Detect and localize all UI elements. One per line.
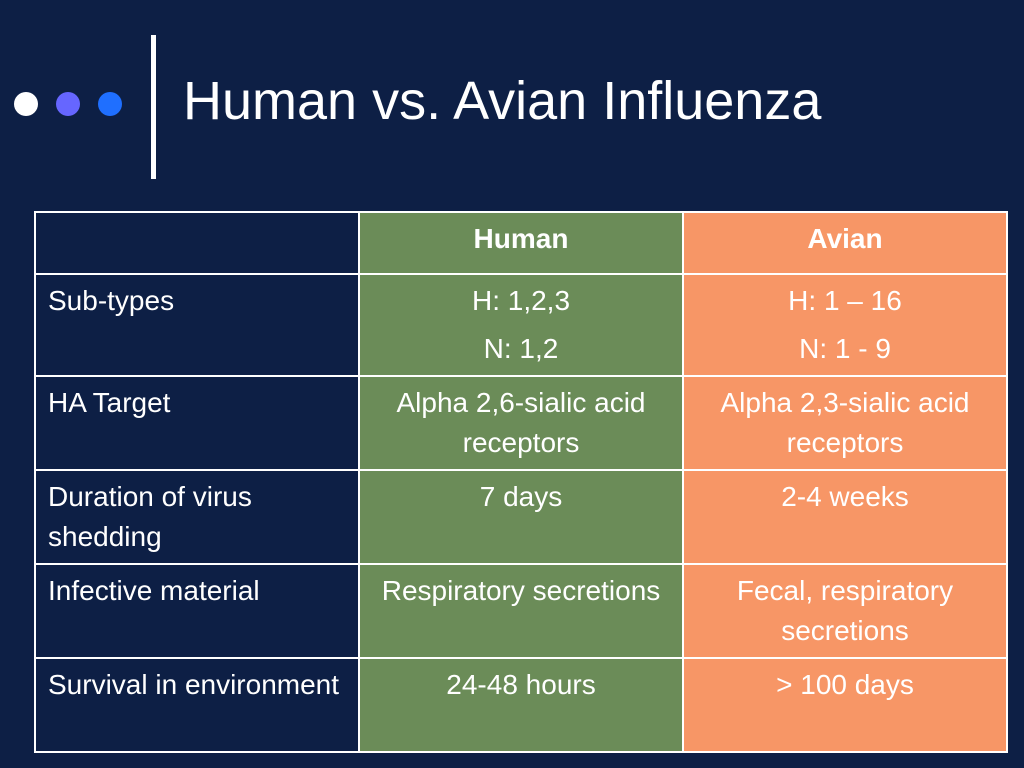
slide-title: Human vs. Avian Influenza [183, 71, 822, 131]
header-avian: Avian [682, 211, 1008, 275]
human-cell: H: 1,2,3 N: 1,2 [358, 273, 684, 377]
avian-cell: Alpha 2,3-sialic acid receptors [682, 375, 1008, 471]
bullet-dot-3 [98, 92, 122, 116]
human-cell: Respiratory secretions [358, 563, 684, 659]
row-label: Infective material [34, 563, 360, 659]
row-label: HA Target [34, 375, 360, 471]
table-header-row: Human Avian [34, 211, 1008, 275]
human-subtype-h: H: 1,2,3 [471, 285, 571, 316]
header-human: Human [358, 211, 684, 275]
table-row: HA Target Alpha 2,6-sialic acid receptor… [34, 375, 1008, 471]
human-cell: Alpha 2,6-sialic acid receptors [358, 375, 684, 471]
avian-cell: Fecal, respiratory secretions [682, 563, 1008, 659]
avian-subtype-h: H: 1 – 16 [788, 285, 902, 316]
bullet-dot-2 [56, 92, 80, 116]
bullet-dot-1 [14, 92, 38, 116]
row-label: Duration of virus shedding [34, 469, 360, 565]
header-corner-cell [34, 211, 360, 275]
table-row: Survival in environment 24-48 hours > 10… [34, 657, 1008, 753]
avian-cell: H: 1 – 16 N: 1 - 9 [682, 273, 1008, 377]
avian-cell: > 100 days [682, 657, 1008, 753]
human-subtype-n: N: 1,2 [483, 333, 559, 364]
comparison-table: Human Avian Sub-types H: 1,2,3 N: 1,2 H:… [34, 211, 1008, 753]
human-cell: 24-48 hours [358, 657, 684, 753]
row-label: Sub-types [34, 273, 360, 377]
human-cell: 7 days [358, 469, 684, 565]
title-bullets [14, 92, 122, 116]
avian-subtype-n: N: 1 - 9 [799, 333, 891, 364]
table-row: Duration of virus shedding 7 days 2-4 we… [34, 469, 1008, 565]
table-row: Sub-types H: 1,2,3 N: 1,2 H: 1 – 16 N: 1… [34, 273, 1008, 377]
row-label: Survival in environment [34, 657, 360, 753]
title-divider [151, 35, 156, 179]
table-row: Infective material Respiratory secretion… [34, 563, 1008, 659]
avian-cell: 2-4 weeks [682, 469, 1008, 565]
